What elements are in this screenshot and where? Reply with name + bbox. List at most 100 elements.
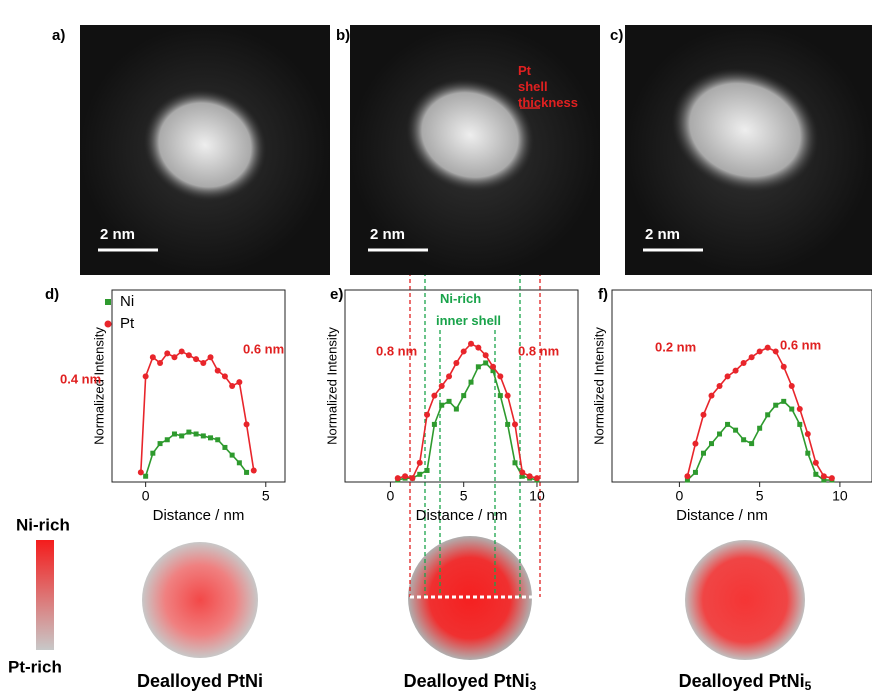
marker xyxy=(417,471,423,477)
marker xyxy=(200,359,207,366)
marker xyxy=(780,363,787,370)
marker xyxy=(772,348,779,355)
marker xyxy=(692,440,699,447)
marker xyxy=(757,425,763,431)
y-axis-label: Normalized Intensity xyxy=(91,327,106,445)
marker xyxy=(475,344,482,351)
marker xyxy=(490,368,496,374)
plot-frame xyxy=(611,289,872,483)
marker xyxy=(243,421,250,428)
legend-swatch xyxy=(104,320,112,328)
scale-bottom-label: Pt-rich xyxy=(8,657,62,676)
marker xyxy=(178,348,185,355)
marker xyxy=(511,421,518,428)
marker xyxy=(446,373,453,380)
y-axis-label: Normalized Intensity xyxy=(324,327,339,445)
marker xyxy=(424,467,430,473)
x-tick-label: 5 xyxy=(756,488,764,504)
x-axis-label: Distance / nm xyxy=(416,507,508,524)
marker xyxy=(179,433,185,439)
marker xyxy=(749,441,755,447)
marker xyxy=(409,475,416,482)
x-tick-label: 0 xyxy=(387,488,395,504)
marker xyxy=(142,373,149,380)
marker xyxy=(821,477,827,483)
marker xyxy=(453,406,459,412)
marker xyxy=(439,402,445,408)
marker xyxy=(740,359,747,366)
marker xyxy=(505,421,511,427)
marker xyxy=(200,433,206,439)
marker xyxy=(497,373,504,380)
marker xyxy=(207,354,214,361)
marker xyxy=(171,354,178,361)
marker xyxy=(725,421,731,427)
marker xyxy=(208,435,214,441)
annotation: 0.2 nm xyxy=(655,339,696,354)
marker xyxy=(475,364,481,370)
marker xyxy=(716,383,723,389)
marker xyxy=(446,398,452,404)
marker xyxy=(748,354,755,361)
nanoparticle xyxy=(671,68,819,192)
annotation: 0.6 nm xyxy=(780,337,821,352)
marker xyxy=(453,359,460,366)
particle-label: Dealloyed PtNi xyxy=(137,671,263,691)
plot-frame xyxy=(344,289,579,483)
marker xyxy=(438,383,445,389)
marker xyxy=(765,412,771,418)
marker xyxy=(519,473,525,479)
panel-label: e) xyxy=(330,286,343,303)
marker xyxy=(236,379,243,386)
marker xyxy=(157,359,164,366)
marker xyxy=(193,356,200,363)
panel-label: a) xyxy=(52,27,65,44)
marker xyxy=(764,344,771,351)
marker xyxy=(497,393,503,399)
marker xyxy=(812,459,819,466)
annotation: Pt shell thickness xyxy=(518,63,578,110)
marker xyxy=(402,473,409,480)
x-axis-label: Distance / nm xyxy=(676,507,768,524)
marker xyxy=(229,383,236,389)
marker xyxy=(461,393,467,399)
panel-label: b) xyxy=(336,27,350,44)
legend-swatch xyxy=(105,299,111,305)
marker xyxy=(717,431,723,437)
marker xyxy=(215,437,221,443)
marker xyxy=(700,411,707,418)
marker xyxy=(684,473,691,480)
marker xyxy=(526,473,533,480)
marker xyxy=(828,475,835,482)
label-subscript: 5 xyxy=(805,679,812,693)
marker xyxy=(709,441,715,447)
panel-label: c) xyxy=(610,27,623,44)
marker xyxy=(804,431,811,437)
marker xyxy=(805,450,811,456)
marker xyxy=(741,437,747,443)
marker xyxy=(150,450,156,456)
marker xyxy=(820,473,827,480)
x-tick-label: 0 xyxy=(676,488,684,504)
marker xyxy=(684,477,690,483)
marker xyxy=(797,421,803,427)
nanoparticle xyxy=(406,78,534,192)
marker xyxy=(186,429,192,435)
scale-label: 2 nm xyxy=(370,226,405,243)
annotation: 0.8 nm xyxy=(376,343,417,358)
scale-top-label: Ni-rich xyxy=(16,515,70,534)
marker xyxy=(164,437,170,443)
marker xyxy=(519,469,526,476)
marker xyxy=(490,363,497,370)
marker xyxy=(164,350,171,357)
label-text: Dealloyed PtNi xyxy=(137,671,263,691)
particle-label: Dealloyed PtNi5 xyxy=(679,671,812,693)
legend-label: Ni xyxy=(120,293,134,310)
y-axis-label: Normalized Intensity xyxy=(591,327,606,445)
marker xyxy=(185,352,192,359)
marker xyxy=(483,360,489,366)
marker xyxy=(431,421,437,427)
marker xyxy=(692,469,698,475)
marker xyxy=(229,452,235,458)
marker xyxy=(149,354,156,361)
